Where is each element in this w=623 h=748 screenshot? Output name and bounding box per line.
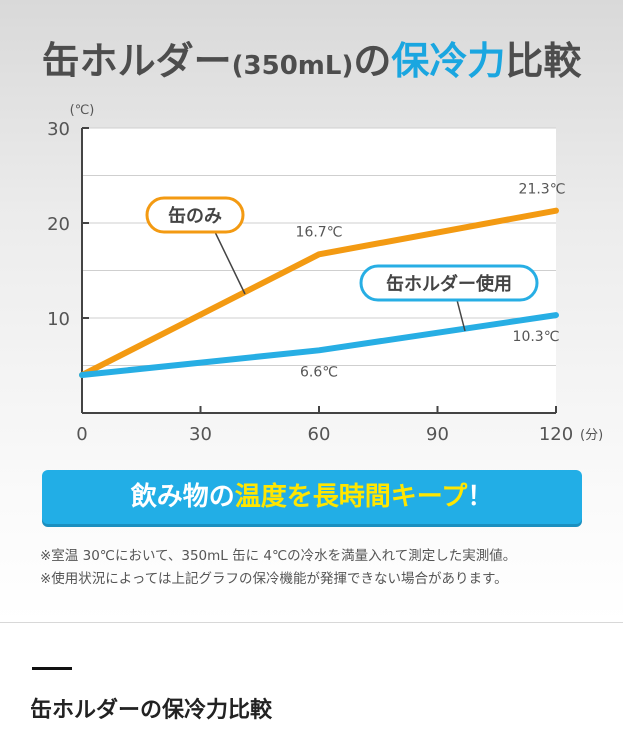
title-highlight: 保冷力: [391, 39, 506, 83]
x-unit-label: (分): [580, 428, 603, 443]
callout-leader: [214, 231, 246, 295]
legend-label: 缶ホルダー使用: [386, 273, 512, 295]
x-tick-label: 90: [426, 424, 449, 445]
title-part3: 比較: [505, 39, 582, 83]
banner: 飲み物の温度を長時間キープ！: [42, 470, 582, 524]
y-tick-label: 20: [47, 214, 70, 235]
banner-highlight: 温度を長時間キープ: [234, 482, 468, 512]
page-title: 缶ホルダー(350mL)の保冷力比較: [0, 30, 623, 85]
x-tick-label: 120: [539, 424, 573, 445]
x-tick-label: 0: [76, 424, 87, 445]
series-line-0: [79, 207, 559, 378]
banner-part1: 飲み物の: [130, 482, 235, 512]
title-paren: (350mL): [231, 51, 354, 81]
callout-leader: [456, 299, 466, 332]
y-unit-label: (℃): [70, 103, 95, 118]
data-label: 16.7℃: [296, 224, 343, 240]
data-label: 21.3℃: [519, 182, 566, 198]
y-tick-label: 10: [47, 309, 70, 330]
data-label: 10.3℃: [513, 329, 560, 345]
divider: [0, 622, 623, 623]
title-part2: の: [353, 39, 392, 83]
x-tick-label: 30: [189, 424, 212, 445]
chart-svg: 0 30 60 90 120 (分)102030(℃)16.7℃21.3℃6.6℃10.3…: [47, 103, 603, 445]
legend-callout: [359, 264, 539, 302]
section-accent-bar: [32, 667, 72, 670]
legend-callout: [145, 196, 245, 234]
y-tick-label: 30: [47, 119, 70, 140]
note-1: ※室温 30℃において、350mL 缶に 4℃の冷水を満量入れて測定した実測値。: [40, 548, 517, 564]
data-label: 6.6℃: [300, 364, 338, 380]
note-2: ※使用状況によっては上記グラフの保冷機能が発揮できない場合があります。: [40, 571, 508, 587]
title-part1: 缶ホルダー: [41, 39, 232, 83]
banner-part2: ！: [467, 482, 494, 512]
series-line-1: [79, 312, 559, 378]
section-title: 缶ホルダーの保冷力比較: [30, 698, 273, 723]
legend-label: 缶のみ: [168, 205, 222, 227]
x-tick-label: 60: [308, 424, 331, 445]
